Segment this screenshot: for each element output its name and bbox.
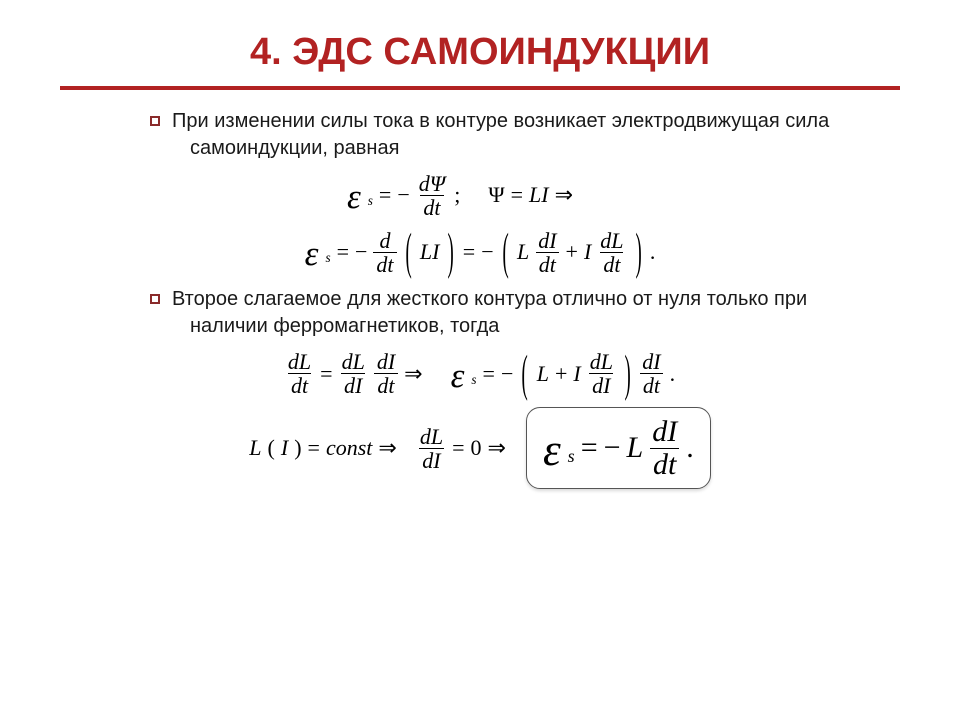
eq2: εs = − ddt ( LI ) = − ( L dIdt + I dLdt …	[305, 229, 656, 276]
bullet-icon	[150, 116, 160, 126]
title-underline	[60, 86, 900, 90]
paragraph-2: Второе слагаемое для жесткого контура от…	[100, 286, 900, 340]
paragraph-1: При изменении силы тока в контуре возник…	[100, 108, 900, 162]
eq4b: dLdI = 0 ⇒	[417, 425, 506, 472]
eq1b: Ψ = LI ⇒	[488, 182, 573, 208]
slide-title: 4. ЭДС САМОИНДУКЦИИ	[60, 30, 900, 76]
para1-text: При изменении силы тока в контуре возник…	[172, 110, 829, 159]
boxed-result: εs = − L dIdt .	[526, 407, 711, 489]
equation-row-1: εs = − dΨdt ; Ψ = LI ⇒	[60, 172, 900, 219]
eq4a: L(I) = const ⇒	[249, 435, 397, 461]
eq1a: εs = − dΨdt ;	[347, 172, 460, 219]
eq3a: dLdt = dLdI dIdt ⇒	[285, 350, 423, 397]
bullet-icon	[150, 294, 160, 304]
eq3b: εs = − ( L + I dLdI ) dIdt .	[451, 350, 676, 397]
equation-row-2: εs = − ddt ( LI ) = − ( L dIdt + I dLdt …	[60, 229, 900, 276]
equation-row-3: dLdt = dLdI dIdt ⇒ εs = − ( L + I dLdI )…	[60, 350, 900, 397]
para2-text: Второе слагаемое для жесткого контура от…	[172, 288, 807, 337]
equation-row-4: L(I) = const ⇒ dLdI = 0 ⇒ εs = − L dIdt …	[60, 407, 900, 489]
